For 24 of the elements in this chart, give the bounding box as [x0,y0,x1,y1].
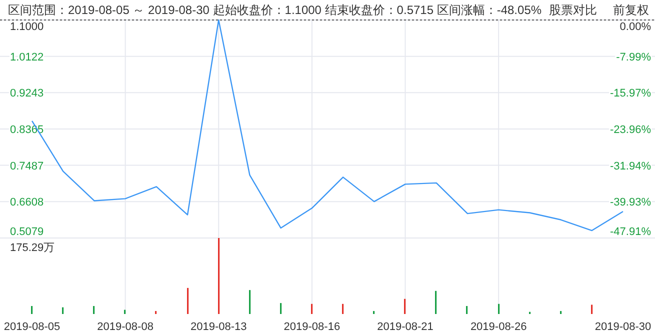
y2-tick-label: -39.93% [610,196,652,209]
y-tick-label: 0.7487 [10,160,44,172]
x-tick-label: 2019-08-21 [377,321,434,333]
text: 股票对比 [549,3,597,17]
y2-tick-label: -47.91% [610,226,652,238]
y2-tick-label: -31.94% [610,160,652,172]
annotation: 175.29万 [10,242,55,254]
x-tick-label: 2019-08-26 [470,321,527,333]
text: 前复权 [613,3,649,17]
y-tick-label: 1.0122 [10,51,44,64]
x-tick-label: 2019-08-08 [97,321,154,333]
y2-tick-label: -15.97% [610,88,652,100]
y-tick-label: 0.9243 [10,88,44,100]
annotation: 0.5079 [10,226,44,238]
y2-tick-label: 0.00% [620,21,652,33]
y-tick-label: 0.6608 [10,196,44,209]
chart-title: 区间范围：2019-08-05 ～ 2019-08-30 起始收盘价：1.1000 结束收盘价：0.5715 区间涨幅：-48.05% [8,3,542,17]
y2-tick-label: -23.96% [610,124,652,136]
y-tick-label: 1.1000 [10,21,44,33]
x-tick-label: 2019-08-05 [4,321,60,333]
x-tick-label: 2019-08-16 [284,321,340,333]
y2-tick-label: -7.99% [616,51,652,64]
x-tick-label: 2019-08-30 [594,321,652,333]
x-tick-label: 2019-08-13 [190,321,247,333]
